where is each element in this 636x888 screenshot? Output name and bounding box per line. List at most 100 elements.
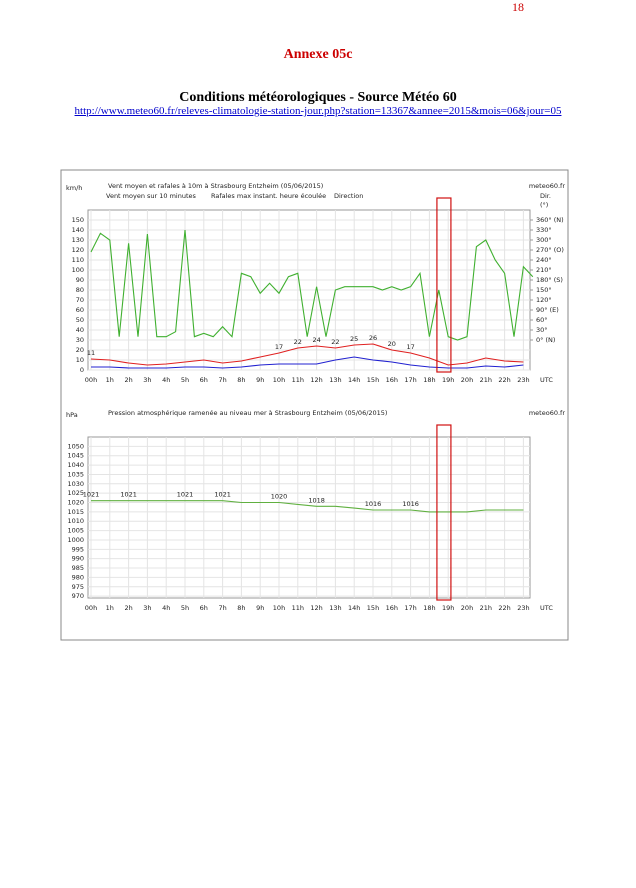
x-tick-label: 18h [423,604,435,612]
x-tick-label: 21h [480,604,492,612]
x-tick-label: 10h [273,376,285,384]
y-tick-label: 80 [76,286,84,294]
x-tick-label: 7h [218,604,226,612]
y-tick-label: 110 [72,256,84,264]
series-line [90,229,534,341]
annex-title: Annexe 05c [283,47,353,62]
y-tick-label: 40 [76,326,84,334]
y-tick-label: 60 [76,306,84,314]
y-tick-label: 970 [72,592,84,600]
y2-tick-label: 60° [536,316,548,324]
y-tick-label: 1050 [67,442,84,450]
legend-entry: Vent moyen sur 10 minutes [106,192,197,200]
y2-tick-label: 0° (N) [536,336,555,344]
x-tick-label: 16h [386,604,398,612]
x-tick-label: 12h [310,604,322,612]
y2-tick-label: 210° [536,266,552,274]
x-tick-label: 3h [143,376,151,384]
y2-tick-label: 360° (N) [536,216,564,224]
y2-tick-label: 30° [536,326,548,334]
data-label: 17 [275,343,283,351]
x-tick-label: 17h [404,604,416,612]
data-label: 1021 [83,491,100,499]
source-link[interactable]: http://www.meteo60.fr/releves-climatolog… [74,105,562,117]
x-tick-label: 9h [256,604,264,612]
y-tick-label: 150 [72,216,84,224]
y-tick-label: 1015 [67,508,84,516]
legend-entry: Rafales max instant. heure écoulée [211,192,326,200]
highlight-box [436,424,452,601]
chart-title: Vent moyen et rafales à 10m à Strasbourg… [108,182,323,190]
y-tick-label: 90 [76,276,84,284]
x-tick-label: 11h [292,376,304,384]
x-axis-label: UTC [540,604,553,612]
data-label: 11 [87,349,95,357]
x-tick-label: 8h [237,376,245,384]
x-tick-label: 6h [200,604,208,612]
x-tick-label: 3h [143,604,151,612]
x-tick-label: 13h [329,604,341,612]
x-tick-label: 15h [367,604,379,612]
data-label: 1020 [271,493,288,501]
y-tick-label: 1025 [67,489,84,497]
y-tick-label: 0 [80,366,84,374]
x-tick-label: 17h [404,376,416,384]
x-tick-label: 11h [292,604,304,612]
y-tick-label: 975 [72,583,84,591]
data-label: 17 [406,343,414,351]
y-axis-label: km/h [66,184,82,192]
x-tick-label: 5h [181,604,189,612]
x-tick-label: 19h [442,604,454,612]
x-tick-label: 19h [442,376,454,384]
chart-title: Pression atmosphérique ramenée au niveau… [108,409,387,417]
data-label: 1021 [177,491,194,499]
data-label: 25 [350,335,358,343]
x-tick-label: 6h [200,376,208,384]
y-tick-label: 10 [76,356,84,364]
x-tick-label: 23h [517,376,529,384]
y-tick-label: 20 [76,346,84,354]
y-tick-label: 1030 [67,480,84,488]
highlight-box [436,197,452,373]
x-tick-label: 7h [218,376,226,384]
y-axis-label: hPa [66,411,78,419]
data-label: 1021 [120,491,137,499]
x-tick-label: 1h [106,604,114,612]
y2-tick-label: 90° (E) [536,306,559,314]
x-tick-label: 22h [498,604,510,612]
chart-source: meteo60.fr [529,409,565,417]
y2-tick-label: 300° [536,236,552,244]
data-label: 1018 [308,496,325,504]
y-tick-label: 1045 [67,452,84,460]
x-tick-label: 2h [124,376,132,384]
x-tick-label: 20h [461,604,473,612]
data-label: 1016 [402,500,419,508]
y-tick-label: 1000 [67,536,84,544]
y2-tick-label: 330° [536,226,552,234]
y-tick-label: 1010 [67,517,84,525]
data-label: 20 [388,340,396,348]
x-tick-label: 20h [461,376,473,384]
x-tick-label: 00h [85,604,97,612]
x-tick-label: 10h [273,604,285,612]
legend-entry: Direction [334,192,363,200]
heading: Conditions météorologiques - Source Mété… [179,90,457,105]
x-tick-label: 2h [124,604,132,612]
x-tick-label: 21h [480,376,492,384]
y-tick-label: 70 [76,296,84,304]
y-tick-label: 1005 [67,527,84,535]
chart-source: meteo60.fr [529,182,565,190]
x-tick-label: 4h [162,604,170,612]
y-tick-label: 120 [72,246,84,254]
x-tick-label: 8h [237,604,245,612]
data-label: 24 [312,336,320,344]
y2-tick-label: 180° (S) [536,276,563,284]
y2-axis-label: (°) [540,201,548,209]
y2-tick-label: 240° [536,256,552,264]
y-tick-label: 980 [72,573,84,581]
y-tick-label: 995 [72,545,84,553]
y-tick-label: 50 [76,316,84,324]
data-label: 22 [294,338,302,346]
page-number: 18 [512,0,524,14]
